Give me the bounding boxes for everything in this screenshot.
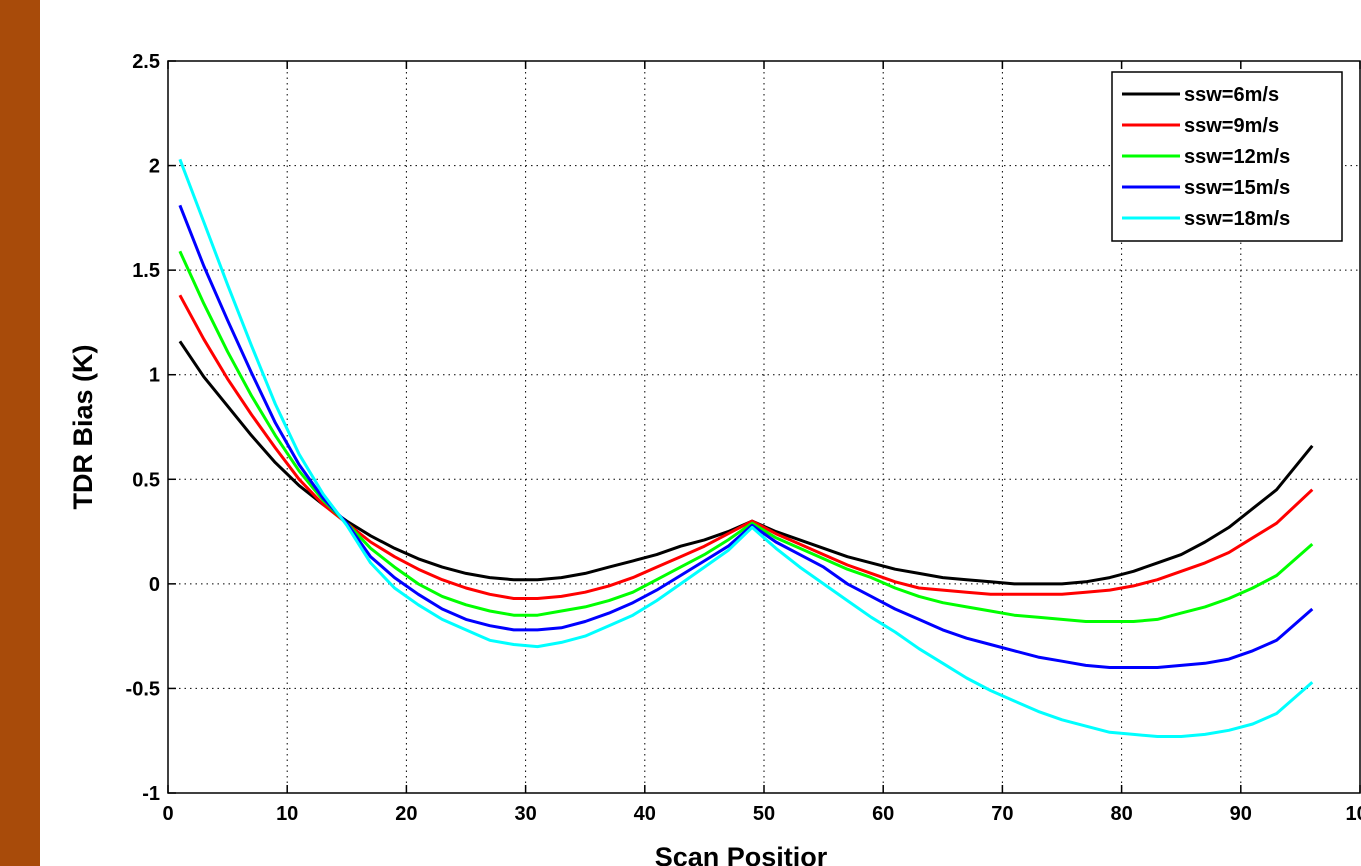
- x-axis-label: Scan Positior: [655, 842, 828, 866]
- legend-label: ssw=18m/s: [1184, 208, 1290, 230]
- y-tick-label: 1.5: [132, 260, 160, 282]
- legend: ssw=6m/s ssw=9m/s ssw=12m/s ssw=15m/s ssw=18…: [1111, 71, 1343, 242]
- x-tick-label: 40: [634, 803, 656, 825]
- left-accent-bar: [0, 0, 40, 866]
- series-line-ssw-12m-s: [178, 250, 1314, 623]
- x-tick-label: 60: [872, 803, 894, 825]
- x-tick-label: 80: [1110, 803, 1132, 825]
- series-line-ssw-15m-s: [178, 204, 1314, 669]
- y-tick-label: 0: [149, 574, 160, 596]
- x-tick-label: 20: [395, 803, 417, 825]
- series-line-ssw-18m-s: [178, 158, 1314, 738]
- y-tick-label: -0.5: [126, 678, 160, 700]
- axis-ticks: 0 10 20 30 40 50 60 70 80 90 10( -1 -0.5 0 0.5 1 1.5 2 2.5: [126, 51, 1361, 825]
- x-tick-label: 0: [162, 803, 173, 825]
- y-tick-label: 2: [149, 156, 160, 178]
- x-tick-label: 10(: [1346, 803, 1361, 825]
- series-line-ssw-6m-s: [178, 340, 1314, 586]
- y-tick-label: -1: [142, 783, 160, 805]
- legend-label: ssw=15m/s: [1184, 177, 1290, 199]
- series-line-ssw-9m-s: [178, 294, 1314, 600]
- x-tick-label: 90: [1230, 803, 1252, 825]
- y-tick-label: 0.5: [132, 469, 160, 491]
- legend-label: ssw=6m/s: [1184, 84, 1279, 106]
- legend-label: ssw=12m/s: [1184, 146, 1290, 168]
- y-axis-label: TDR Bias (K): [68, 344, 98, 509]
- x-tick-label: 10: [276, 803, 298, 825]
- legend-label: ssw=9m/s: [1184, 115, 1279, 137]
- x-tick-label: 50: [753, 803, 775, 825]
- y-tick-label: 1: [149, 365, 160, 387]
- y-tick-label: 2.5: [132, 51, 160, 73]
- x-tick-label: 30: [514, 803, 536, 825]
- x-tick-label: 70: [991, 803, 1013, 825]
- series-lines: [178, 158, 1314, 738]
